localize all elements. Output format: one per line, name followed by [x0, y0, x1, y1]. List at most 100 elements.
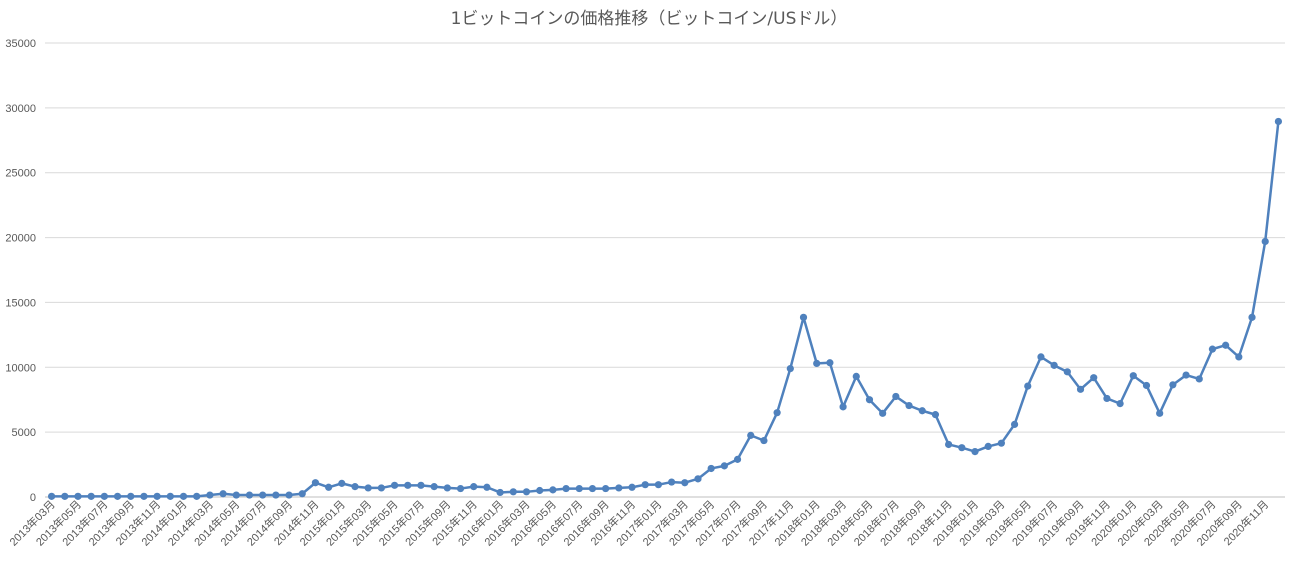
data-point [905, 401, 913, 410]
data-point [1103, 394, 1111, 403]
data-point [1142, 381, 1151, 390]
data-point [61, 492, 69, 500]
data-point [1129, 372, 1137, 380]
y-tick-label: 25000 [5, 168, 36, 180]
data-point [1116, 400, 1124, 408]
data-point [799, 313, 808, 321]
data-point [1261, 237, 1269, 246]
data-point [496, 488, 504, 497]
data-point [166, 492, 174, 500]
data-point [760, 436, 768, 445]
data-point [945, 440, 953, 449]
data-point [1063, 368, 1071, 376]
data-point [285, 491, 293, 499]
data-point [219, 490, 227, 498]
data-point [997, 439, 1005, 447]
data-point [839, 403, 847, 411]
data-point [206, 491, 214, 499]
data-point [272, 491, 280, 499]
data-point [747, 431, 755, 439]
data-point [918, 407, 926, 415]
data-point [1182, 371, 1190, 379]
series [47, 117, 1283, 500]
data-point [232, 491, 240, 499]
chart-title: 1ビットコインの価格推移（ビットコイン/USドル） [450, 9, 848, 29]
data-point [575, 484, 583, 493]
data-point [509, 488, 517, 496]
data-point [549, 486, 557, 494]
data-point [641, 481, 649, 489]
data-point [615, 484, 623, 492]
series-line [51, 121, 1280, 498]
y-tick-label: 35000 [5, 38, 36, 50]
data-point [87, 492, 95, 500]
y-tick-label: 30000 [5, 103, 36, 115]
data-point [813, 359, 821, 367]
data-point [338, 479, 346, 487]
data-point [470, 483, 478, 491]
data-point [1010, 420, 1019, 428]
data-point [852, 372, 860, 380]
data-point [140, 492, 148, 500]
data-point [404, 481, 412, 489]
y-tick-label: 15000 [5, 297, 36, 309]
data-point [562, 484, 570, 493]
data-point [602, 484, 610, 493]
data-point [311, 479, 320, 487]
y-tick-label: 20000 [5, 233, 36, 245]
data-point [47, 492, 56, 500]
data-point [153, 492, 161, 500]
data-point [193, 492, 201, 500]
data-point [351, 483, 359, 491]
data-point [720, 462, 728, 470]
data-point [1222, 341, 1230, 349]
data-point [325, 483, 333, 491]
data-point [483, 483, 491, 491]
data-point [298, 490, 306, 498]
data-point [113, 492, 122, 500]
data-point [694, 475, 702, 483]
data-point [865, 396, 874, 404]
data-point [1169, 381, 1177, 389]
data-point [733, 455, 742, 463]
data-point [1024, 382, 1032, 390]
data-point [667, 478, 676, 486]
data-point [984, 442, 992, 451]
data-point [245, 491, 254, 499]
data-point [931, 411, 940, 419]
data-point [456, 484, 465, 493]
data-point [364, 484, 372, 492]
data-point [1037, 353, 1045, 361]
data-point [628, 483, 636, 491]
data-point [1208, 345, 1217, 353]
data-point [588, 484, 597, 493]
data-point [74, 492, 82, 500]
y-tick-label: 10000 [5, 362, 36, 374]
data-point [377, 484, 385, 492]
data-point [127, 492, 135, 500]
y-tick-label: 5000 [12, 427, 36, 439]
data-point [773, 409, 781, 417]
data-point [971, 448, 979, 456]
data-point [786, 364, 794, 373]
data-point [1090, 374, 1098, 382]
data-point [1274, 117, 1283, 126]
gridlines [45, 42, 1285, 498]
data-point [1050, 361, 1058, 369]
data-point [654, 481, 663, 489]
data-point [179, 492, 188, 500]
data-point [1248, 313, 1256, 321]
data-point [536, 486, 544, 495]
data-point [681, 479, 689, 487]
y-axis: 0 5000 10000 15000 20000 25000 30000 35000 [5, 38, 36, 504]
data-point [707, 464, 715, 473]
data-point [892, 392, 900, 401]
data-point [430, 483, 438, 491]
data-point [259, 491, 267, 499]
data-point [417, 481, 425, 489]
x-axis: 2013年03月2013年05月2013年07月2013年09月2013年11月… [6, 497, 1271, 548]
data-point [390, 481, 399, 489]
data-point [826, 359, 834, 367]
